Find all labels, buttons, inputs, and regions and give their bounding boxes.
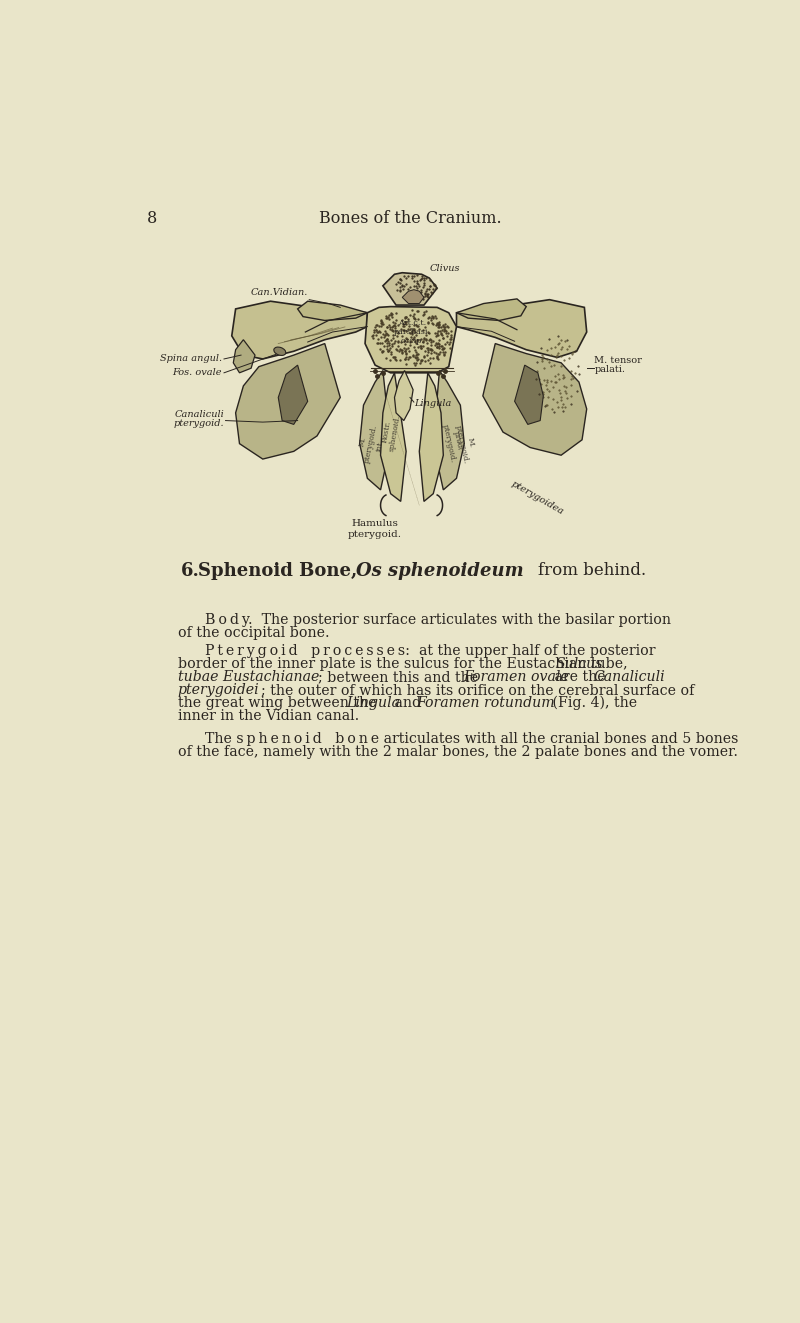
Text: Lingula: Lingula [346, 696, 401, 710]
Text: border of the inner plate is the sulcus for the Eustachian tube,: border of the inner plate is the sulcus … [178, 658, 632, 671]
Text: M. tensor
palati.: M. tensor palati. [594, 356, 642, 374]
Polygon shape [434, 370, 464, 490]
Text: tubae Eustachianae: tubae Eustachianae [178, 669, 319, 684]
Text: from behind.: from behind. [538, 562, 646, 579]
Text: Art.c.t.
parsbasi.
occip.: Art.c.t. parsbasi. occip. [394, 319, 431, 345]
Text: of the occipital bone.: of the occipital bone. [178, 626, 329, 640]
Polygon shape [394, 370, 413, 421]
Text: pterygoidea: pterygoidea [510, 479, 566, 516]
Text: pterygoidei: pterygoidei [178, 683, 259, 697]
Text: Clivus: Clivus [430, 263, 460, 273]
Text: ; between this and the: ; between this and the [318, 669, 482, 684]
Text: Lingula: Lingula [414, 400, 451, 407]
Text: proc.
pterygoid.: proc. pterygoid. [441, 421, 466, 463]
Text: Can.Vidian.: Can.Vidian. [250, 288, 308, 298]
Text: M.
pterygoid.
int.: M. pterygoid. int. [354, 422, 388, 466]
Text: Canaliculi: Canaliculi [594, 669, 666, 684]
Text: B o d y.  The posterior surface articulates with the basilar portion: B o d y. The posterior surface articulat… [205, 613, 670, 627]
Polygon shape [514, 365, 543, 425]
Text: and: and [390, 696, 426, 710]
Polygon shape [232, 302, 367, 359]
Polygon shape [234, 340, 255, 373]
Polygon shape [457, 299, 526, 320]
Text: Hamulus
pterygoid.: Hamulus pterygoid. [348, 519, 402, 538]
Polygon shape [278, 365, 308, 425]
Text: 8: 8 [146, 210, 157, 228]
Text: inner in the Vidian canal.: inner in the Vidian canal. [178, 709, 358, 722]
Text: Spina angul.: Spina angul. [159, 355, 222, 364]
Polygon shape [457, 300, 586, 357]
Text: Rostr.
sphenoid.: Rostr. sphenoid. [379, 413, 402, 452]
Polygon shape [365, 307, 457, 373]
Text: Os sphenoideum: Os sphenoideum [356, 562, 523, 579]
Polygon shape [236, 344, 340, 459]
Ellipse shape [274, 347, 286, 356]
Polygon shape [483, 344, 586, 455]
Polygon shape [402, 290, 424, 303]
Text: Fos. ovale: Fos. ovale [172, 368, 222, 377]
Text: The s p h e n o i d   b o n e articulates with all the cranial bones and 5 bones: The s p h e n o i d b o n e articulates … [205, 733, 738, 746]
Polygon shape [383, 273, 437, 306]
Polygon shape [298, 302, 367, 320]
Text: are the: are the [550, 669, 610, 684]
Text: Canaliculi
pterygoid.: Canaliculi pterygoid. [174, 410, 224, 429]
Text: Foramen rotundum: Foramen rotundum [416, 696, 555, 710]
Polygon shape [360, 370, 390, 490]
Polygon shape [419, 373, 443, 501]
Text: 6.: 6. [182, 562, 200, 579]
Text: Sphenoid Bone,: Sphenoid Bone, [198, 562, 357, 579]
Text: P t e r y g o i d   p r o c e s s e s:  at the upper half of the posterior: P t e r y g o i d p r o c e s s e s: at … [205, 644, 655, 658]
Polygon shape [381, 373, 406, 501]
Text: M.
pterygoid.: M. pterygoid. [454, 422, 478, 464]
Text: ; the outer of which has its orifice on the cerebral surface of: ; the outer of which has its orifice on … [262, 683, 694, 697]
Text: Sulcus: Sulcus [556, 658, 603, 671]
Text: (Fig. 4), the: (Fig. 4), the [548, 696, 637, 710]
Text: Bones of the Cranium.: Bones of the Cranium. [318, 210, 502, 228]
Text: Foramen ovale: Foramen ovale [463, 669, 570, 684]
Text: of the face, namely with the 2 malar bones, the 2 palate bones and the vomer.: of the face, namely with the 2 malar bon… [178, 745, 738, 759]
Text: the great wing between the: the great wing between the [178, 696, 381, 710]
